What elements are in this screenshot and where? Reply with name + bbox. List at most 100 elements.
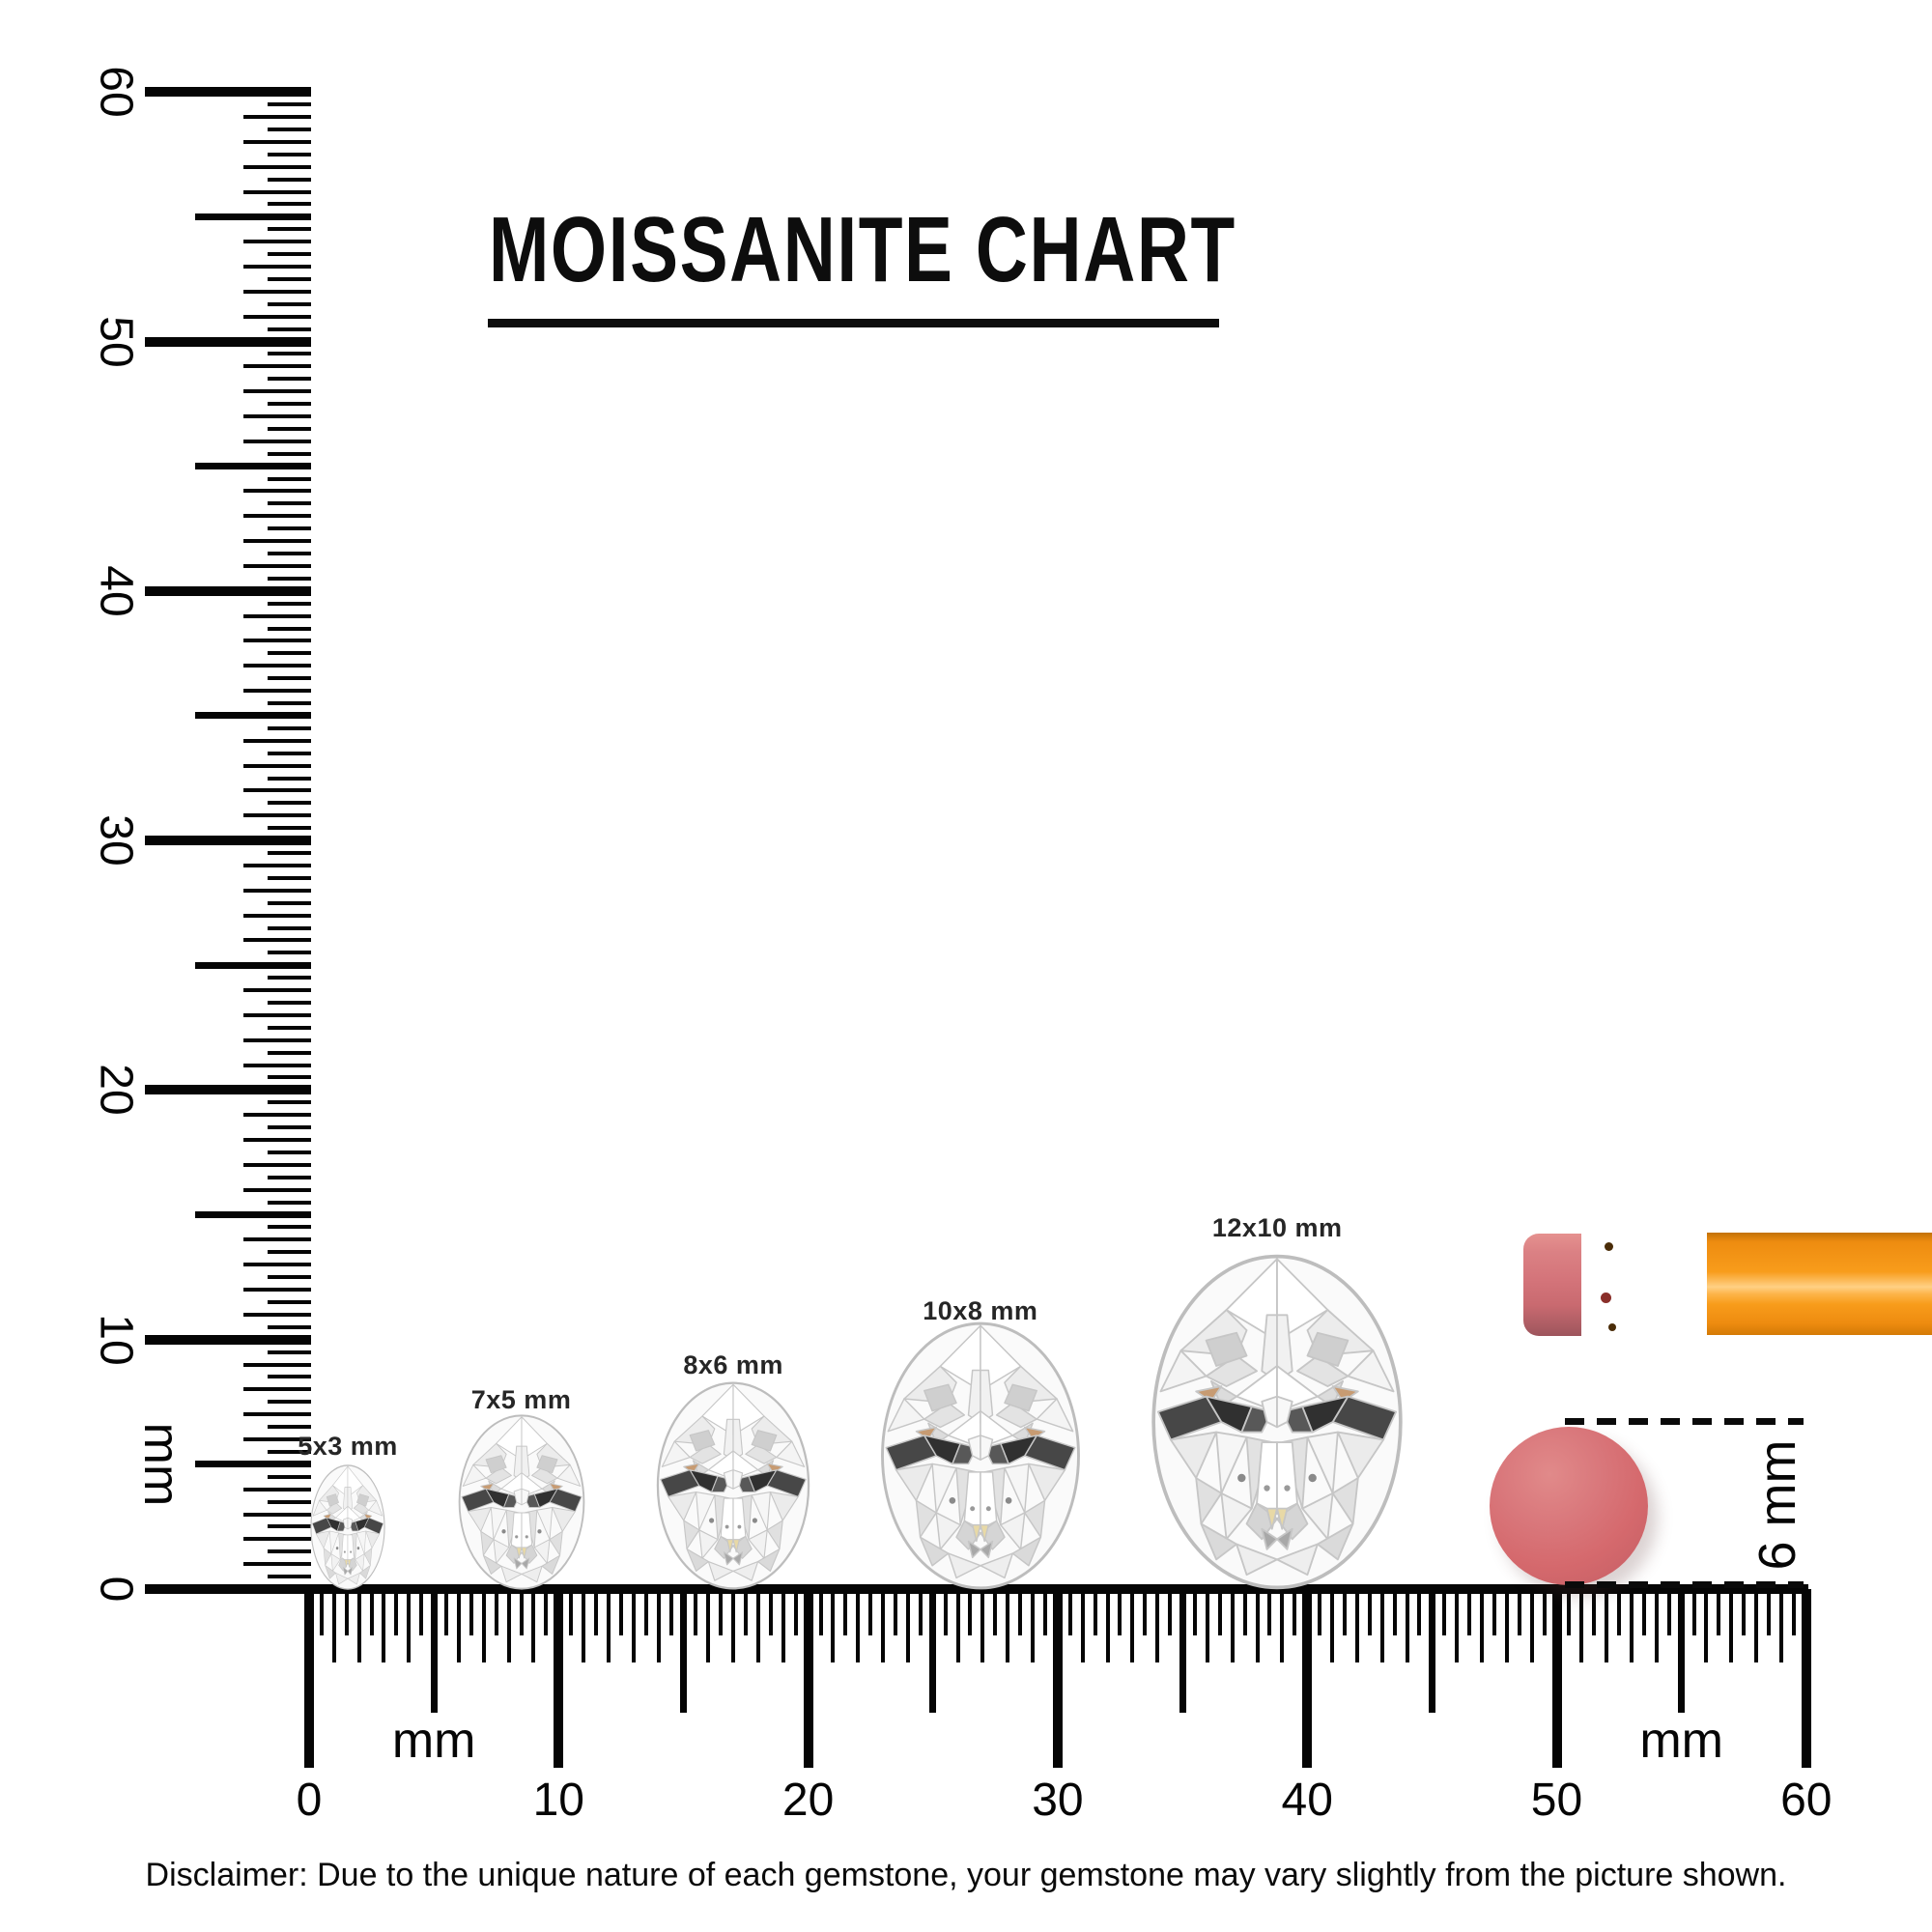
v-ruler-tick (243, 314, 311, 319)
v-ruler-tick (243, 813, 311, 818)
h-ruler-tick (1467, 1589, 1472, 1635)
h-ruler-tick (668, 1589, 673, 1635)
gem-size-label: 12x10 mm (1211, 1213, 1343, 1242)
h-ruler-tick (1105, 1589, 1110, 1662)
h-ruler-tick (905, 1589, 910, 1662)
v-ruler-tick (268, 1175, 311, 1179)
h-ruler-tick (856, 1589, 861, 1662)
v-ruler-tick (268, 875, 311, 880)
v-ruler-tick (268, 1200, 311, 1205)
h-ruler-tick (1302, 1589, 1313, 1768)
ferrule-crimp-dot-red (1601, 1293, 1611, 1303)
h-ruler-tick (1767, 1589, 1772, 1635)
h-ruler-tick (444, 1589, 449, 1635)
v-ruler-tick (243, 1362, 311, 1367)
v-ruler-tick (243, 738, 311, 743)
pencil-ferrule (1579, 1229, 1708, 1338)
v-ruler-tick (243, 1162, 311, 1167)
h-ruler-tick (356, 1589, 361, 1662)
v-ruler-tick (268, 801, 311, 806)
h-ruler-tick (419, 1589, 424, 1635)
h-ruler-tick (719, 1589, 724, 1635)
h-ruler-tick (1417, 1589, 1422, 1635)
h-ruler-tick (1280, 1589, 1285, 1662)
v-ruler-tick (268, 925, 311, 930)
pencil-body (1707, 1233, 1932, 1335)
v-ruler-number: 50 (90, 315, 142, 368)
h-ruler-tick (818, 1589, 823, 1635)
h-ruler-tick (1529, 1589, 1534, 1662)
v-ruler-tick (195, 961, 311, 969)
v-ruler-tick (243, 1263, 311, 1267)
v-ruler-tick (243, 1312, 311, 1317)
v-ruler-number: 20 (90, 1064, 142, 1117)
h-ruler-tick (679, 1589, 687, 1713)
gem-5x3 (310, 1464, 385, 1590)
v-ruler-tick (243, 664, 311, 668)
v-ruler-tick (145, 336, 311, 347)
eraser-diameter-label: 6 mm (1748, 1439, 1806, 1571)
v-ruler-tick (268, 152, 311, 156)
v-ruler-tick (268, 501, 311, 506)
h-ruler-tick (1155, 1589, 1160, 1662)
h-ruler-tick (706, 1589, 711, 1662)
v-ruler-tick (195, 213, 311, 220)
v-ruler-tick (268, 1474, 311, 1479)
h-ruler-tick (582, 1589, 586, 1662)
h-ruler-tick (1080, 1589, 1085, 1662)
h-ruler-tick (1330, 1589, 1335, 1662)
h-ruler-tick (694, 1589, 698, 1635)
h-ruler-tick (1592, 1589, 1597, 1635)
h-ruler-tick (1354, 1589, 1359, 1662)
v-ruler-tick (268, 900, 311, 905)
v-ruler-tick (243, 1437, 311, 1442)
h-ruler-tick (768, 1589, 773, 1635)
v-ruler-tick (243, 1113, 311, 1118)
v-ruler-tick (268, 526, 311, 531)
h-ruler-tick (1143, 1589, 1148, 1635)
v-ruler-tick (268, 701, 311, 706)
h-ruler-tick (755, 1589, 760, 1662)
v-ruler-tick (243, 489, 311, 494)
v-ruler-number: 10 (90, 1313, 142, 1366)
h-ruler-number: 50 (1530, 1775, 1583, 1826)
v-ruler-tick (268, 177, 311, 182)
gem-8x6 (656, 1381, 810, 1590)
v-ruler-tick (268, 1050, 311, 1055)
h-ruler-tick (481, 1589, 486, 1662)
h-ruler-tick (1168, 1589, 1173, 1635)
v-ruler-tick (268, 951, 311, 955)
h-ruler-tick (894, 1589, 897, 1635)
h-ruler-tick (1405, 1589, 1409, 1662)
v-ruler-tick (243, 1187, 311, 1192)
h-ruler-tick (1428, 1589, 1435, 1713)
h-ruler-tick (1118, 1589, 1122, 1635)
h-ruler-tick (369, 1589, 374, 1635)
h-ruler-tick (1006, 1589, 1010, 1662)
v-ruler-tick (243, 389, 311, 394)
v-ruler-tick (268, 1575, 311, 1579)
gem-size-label: 10x8 mm (923, 1296, 1038, 1325)
ferrule-crimp-dot (1608, 1323, 1616, 1331)
h-ruler-tick (1542, 1589, 1547, 1635)
v-ruler-tick (268, 276, 311, 281)
h-ruler-tick (1691, 1589, 1696, 1635)
v-ruler-tick (243, 539, 311, 544)
v-ruler-tick (243, 1387, 311, 1392)
h-ruler-tick (929, 1589, 937, 1713)
v-ruler-tick (268, 127, 311, 131)
h-ruler-tick (531, 1589, 536, 1662)
h-ruler-tick (1567, 1589, 1572, 1635)
h-ruler-tick (606, 1589, 611, 1662)
h-ruler-tick (1504, 1589, 1509, 1662)
h-ruler-tick (1367, 1589, 1372, 1635)
measure-dash-top (1565, 1418, 1804, 1425)
h-ruler-tick (494, 1589, 498, 1635)
h-ruler-tick (831, 1589, 836, 1662)
h-ruler-unit: mm (391, 1713, 476, 1769)
h-ruler-tick (544, 1589, 549, 1635)
h-ruler-tick (918, 1589, 923, 1635)
h-ruler-tick (781, 1589, 785, 1662)
gem-size-label: 7x5 mm (470, 1385, 572, 1414)
